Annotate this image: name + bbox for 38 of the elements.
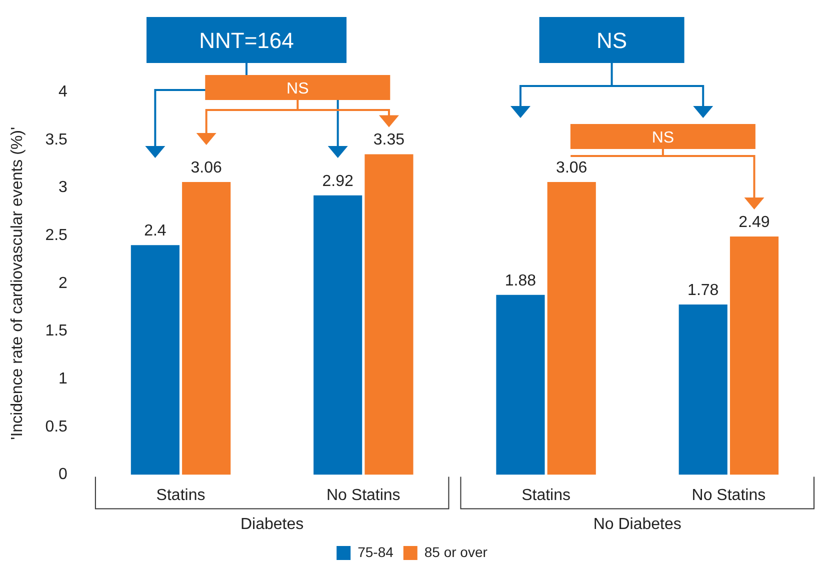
bar (130, 245, 180, 475)
text: NS (596, 28, 628, 53)
bar (496, 294, 545, 475)
data-label: 3.06 (556, 159, 588, 176)
bar (730, 236, 779, 475)
bar (182, 182, 231, 475)
y-tick-label: 3 (58, 179, 68, 196)
data-label: 3.35 (373, 132, 405, 149)
data-label: 2.92 (322, 172, 354, 190)
text: NNT=164 (199, 28, 294, 53)
legend-label: 75-84 (358, 544, 394, 560)
y-tick-label: 2.5 (45, 226, 68, 244)
bar (678, 304, 728, 475)
bar (547, 182, 596, 475)
y-tick-label: 4 (58, 83, 68, 100)
x-tick-label: Statins (156, 486, 206, 504)
y-tick-label: 1.5 (45, 322, 68, 340)
data-label: 1.88 (504, 272, 536, 290)
y-tick-label: 1 (58, 370, 68, 388)
y-tick-label: 3.5 (45, 131, 68, 148)
y-axis-title: 'Incidence rate of cardiovascular events (%)' (9, 126, 26, 440)
bar (314, 195, 362, 475)
data-label: 2.49 (738, 214, 770, 231)
legend-label: 85 or over (424, 544, 488, 560)
y-tick-label: 2 (58, 274, 68, 292)
y-tick-label: 0.5 (45, 418, 68, 436)
text: No Diabetes (593, 516, 682, 533)
data-label: 3.06 (190, 159, 222, 176)
x-tick-label: No Statins (692, 486, 766, 504)
text: Diabetes (240, 516, 304, 533)
bar (364, 154, 414, 475)
x-tick-label: No Statins (326, 486, 400, 504)
y-tick-label: 0 (58, 466, 68, 484)
data-label: 1.78 (688, 282, 719, 299)
annotation: NS (652, 129, 674, 146)
data-label: 2.4 (144, 222, 166, 240)
annotation: NS (286, 80, 309, 98)
x-tick-label: Statins (522, 486, 570, 504)
